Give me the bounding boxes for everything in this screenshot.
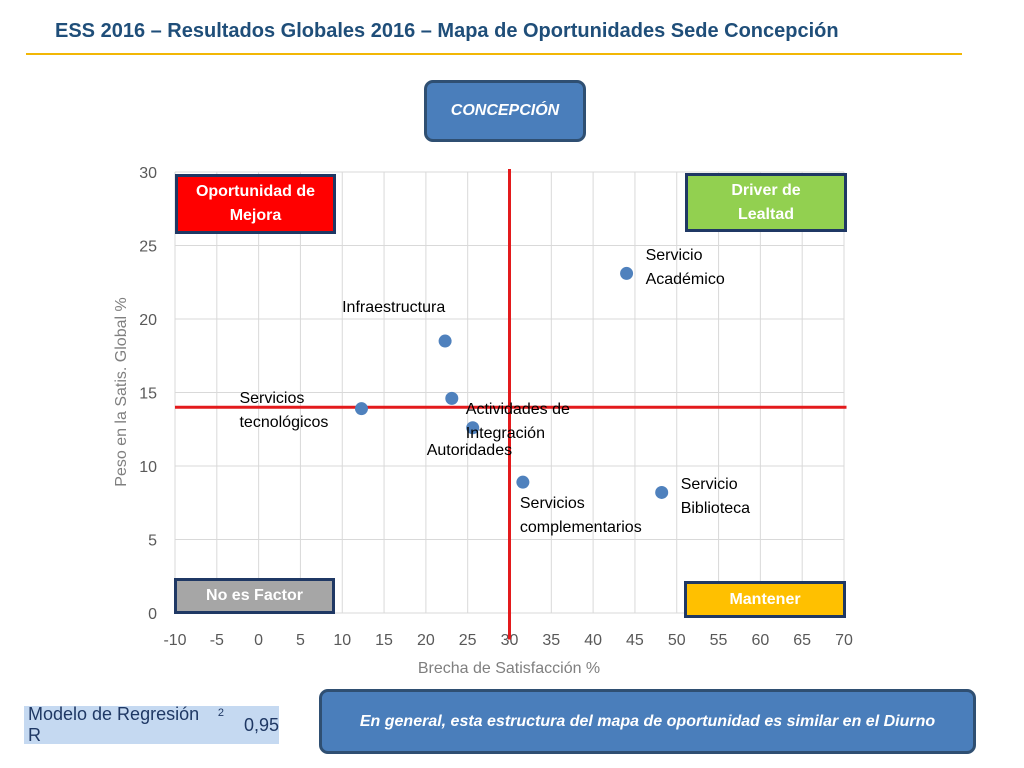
y-tick-label: 15 (139, 386, 157, 403)
data-point (516, 475, 530, 489)
quadrant-driver-de-lealtad: Driver de Lealtad (685, 173, 847, 232)
model-value: 0,95 (243, 714, 279, 735)
y-tick-label: 20 (139, 312, 157, 329)
data-point (655, 485, 669, 499)
x-tick-label: 55 (710, 632, 728, 649)
reference-lines (175, 169, 847, 640)
point-label-line: Autoridades (426, 441, 513, 459)
quadrant-mantener: Mantener (684, 581, 846, 618)
x-tick-label: 20 (417, 632, 435, 649)
point-label-line: Infraestructura (342, 299, 446, 317)
quadrant-label-line: Lealtad (737, 205, 794, 223)
y-tick-label: 5 (148, 533, 157, 550)
point-label-line: Servicios (519, 495, 585, 513)
point-label-line: Servicio (645, 247, 703, 265)
point-label-line: Biblioteca (680, 500, 751, 518)
point-label: Servicio Biblioteca (681, 473, 750, 521)
quadrant-label: Mantener (729, 590, 801, 608)
x-tick-label: 40 (584, 632, 602, 649)
point-label-line: complementarios (519, 519, 642, 537)
x-tick-label: 0 (254, 632, 263, 649)
x-tick-label: 25 (459, 632, 477, 649)
point-label: Servicios tecnológicos (239, 387, 328, 435)
model-label: Modelo de Regresión R (28, 704, 200, 745)
quadrant-label: No es Factor (206, 587, 303, 604)
data-point (445, 391, 459, 405)
region-badge: CONCEPCIÓN (424, 80, 586, 142)
regression-model-box: Modelo de Regresión R 2 0,95 (24, 704, 279, 745)
point-label: Servicio Académico (646, 244, 725, 292)
region-label: CONCEPCIÓN (450, 102, 560, 119)
quadrant-no-es-factor: No es Factor (174, 578, 335, 614)
summary-note: En general, esta estructura del mapa de … (319, 689, 976, 754)
point-label: Infraestructura (342, 296, 445, 320)
model-superscript: 2 (217, 707, 224, 719)
quadrant-label-line: Mejora (229, 207, 282, 224)
title-underline (26, 53, 962, 55)
point-label: Autoridades (427, 439, 512, 463)
data-point (466, 421, 480, 435)
x-tick-label: 70 (835, 632, 853, 649)
point-label-line: Académico (645, 271, 725, 289)
data-point (438, 334, 452, 348)
data-point (620, 266, 634, 280)
y-tick-label: 10 (139, 459, 157, 476)
x-axis-label: Brecha de Satisfacción % (417, 660, 601, 677)
y-tick-label: 25 (139, 239, 157, 256)
data-point (354, 402, 368, 416)
y-tick-label: 30 (139, 165, 157, 182)
x-tick-label: 30 (501, 632, 519, 649)
x-tick-label: 35 (542, 632, 560, 649)
point-label-line: Servicios (239, 389, 305, 407)
point-label-line: Integración (465, 425, 545, 443)
x-tick-label: 60 (751, 632, 769, 649)
x-tick-label: 45 (626, 632, 644, 649)
axis-ticks: -10 -5 0 5 10 15 20 25 30 35 40 45 50 55 60 65 70 0 5 10 15 2… (139, 165, 853, 649)
point-label-line: Servicio (680, 476, 738, 494)
point-label-line: tecnológicos (239, 413, 329, 431)
x-tick-label: -5 (210, 632, 224, 649)
point-label: Servicios complementarios (520, 492, 642, 540)
x-tick-label: 10 (333, 632, 351, 649)
y-axis-label: Peso en la Satis. Global % (113, 297, 130, 487)
page-title: ESS 2016 – Resultados Globales 2016 – Ma… (55, 20, 839, 42)
y-tick-label: 0 (148, 606, 157, 623)
x-tick-label: 65 (793, 632, 811, 649)
x-tick-label: -10 (163, 632, 186, 649)
x-tick-label: 50 (668, 632, 686, 649)
quadrant-oportunidad-de-mejora: Oportunidad de Mejora (175, 174, 336, 234)
x-tick-label: 15 (375, 632, 393, 649)
quadrant-label-line: Driver de (731, 181, 801, 199)
x-tick-label: 5 (296, 632, 305, 649)
summary-note-text: En general, esta estructura del mapa de … (359, 712, 936, 730)
point-label: Actividades de Integración (466, 398, 570, 446)
quadrant-label-line: Oportunidad de (195, 183, 316, 200)
data-points (354, 266, 669, 499)
point-label-line: Actividades de (465, 401, 570, 419)
